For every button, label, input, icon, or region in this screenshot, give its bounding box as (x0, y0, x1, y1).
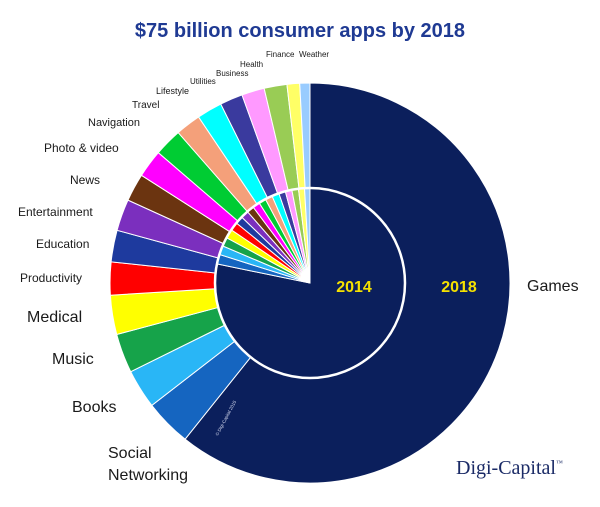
label-entertainment: Entertainment (18, 205, 93, 219)
label-education: Education (36, 237, 89, 251)
label-photo-and-video: Photo & video (44, 141, 119, 155)
chart-title: $75 billion consumer apps by 2018 (135, 20, 465, 42)
label-medical: Medical (27, 309, 82, 326)
logo-name: Digi-Capital (456, 457, 556, 479)
label-business: Business (216, 69, 248, 78)
label-utilities: Utilities (190, 77, 216, 86)
label-health: Health (240, 60, 263, 69)
label-productivity: Productivity (20, 271, 82, 285)
logo-trademark: ™ (556, 459, 563, 467)
digi-capital-logo: Digi-Capital™ (456, 457, 563, 479)
label-books: Books (72, 399, 116, 416)
label-lifestyle: Lifestyle (156, 86, 189, 96)
year-label-2018: 2018 (441, 279, 477, 296)
category-labels: Games Social Networking Books Music Medical Pr… (18, 50, 579, 484)
year-label-2014: 2014 (336, 279, 372, 296)
label-navigation: Navigation (88, 117, 140, 129)
label-weather: Weather (299, 50, 329, 59)
inner-ring-outline (213, 186, 407, 380)
label-games: Games (527, 278, 579, 295)
label-news: News (70, 173, 100, 187)
label-music: Music (52, 351, 94, 368)
label-travel: Travel (132, 100, 159, 111)
label-social-networking: Social Networking (108, 445, 188, 484)
inner-ring (214, 187, 406, 379)
label-finance: Finance (266, 50, 295, 59)
